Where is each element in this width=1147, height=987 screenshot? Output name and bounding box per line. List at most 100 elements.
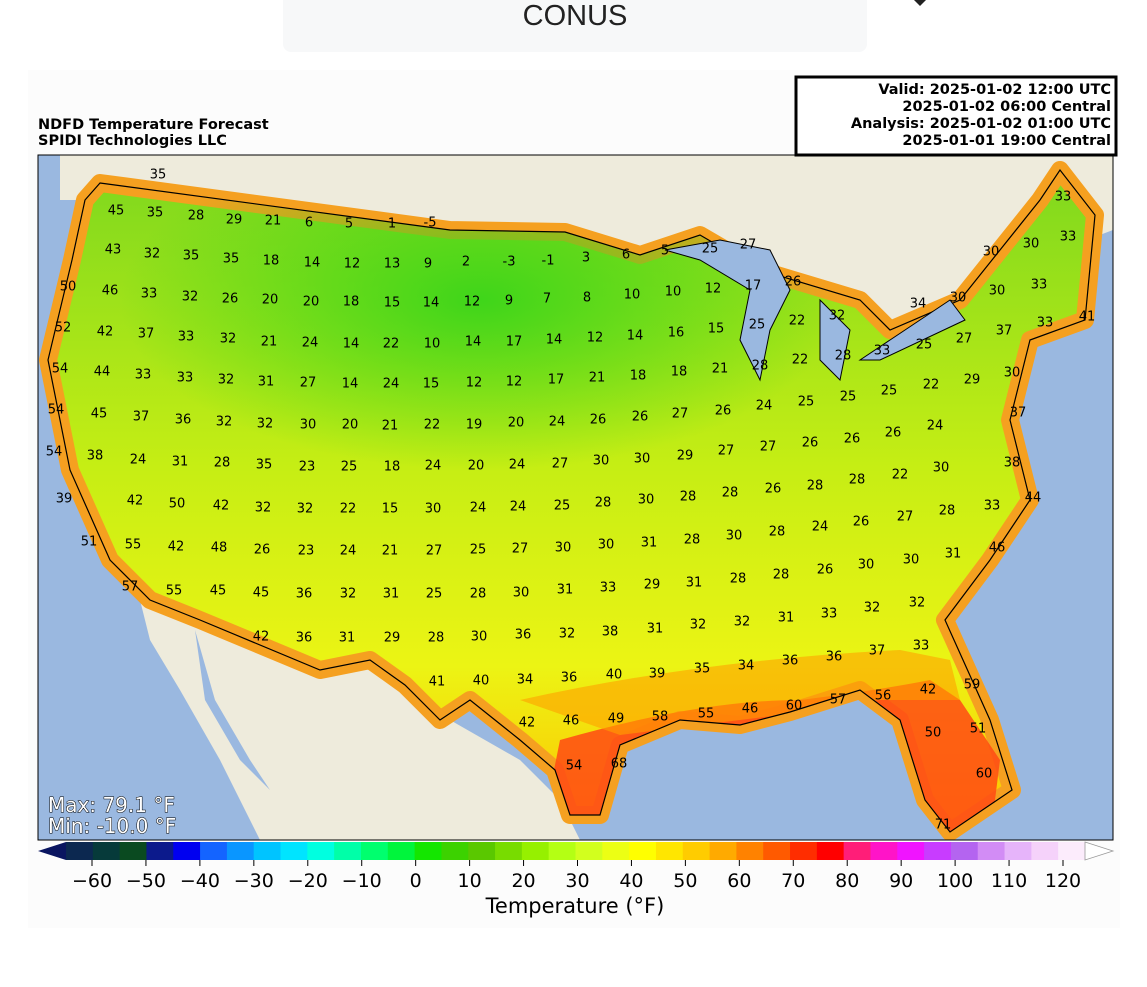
temperature-label: 18 [630, 369, 647, 384]
mexico [140, 600, 580, 840]
colorbar-tick-label: 40 [619, 870, 643, 892]
temperature-label: 29 [644, 578, 661, 593]
temperature-label: 26 [853, 515, 870, 530]
temperature-label: 26 [632, 410, 649, 425]
region-dropdown[interactable]: CONUS [283, 0, 928, 52]
temperature-label: 22 [340, 502, 357, 517]
temperature-label: 32 [864, 601, 881, 616]
temperature-label: 30 [425, 502, 442, 517]
dropdown-caret [912, 0, 928, 6]
colorbar-segment [441, 842, 469, 860]
colorbar-segment [414, 842, 442, 860]
temperature-label: 44 [1025, 491, 1042, 506]
temperature-label: 32 [218, 373, 235, 388]
temperature-label: 42 [519, 716, 536, 731]
temperature-label: 25 [702, 242, 719, 257]
temperature-label: 38 [87, 449, 104, 464]
temperature-label: 33 [913, 639, 930, 654]
temperature-label: 28 [752, 359, 769, 374]
colorbar-segment [790, 842, 818, 860]
colorbar-tick-label: 30 [565, 870, 589, 892]
temperature-label: 26 [590, 413, 607, 428]
colorbar-segment [950, 842, 979, 860]
colorbar-tick-label: 20 [511, 870, 535, 892]
temperature-label: 42 [97, 325, 114, 340]
temperature-label: 14 [546, 333, 563, 348]
temperature-label: 31 [383, 587, 400, 602]
colorbar-segment [1031, 842, 1059, 860]
colorbar-tick-label: −10 [342, 870, 382, 892]
temperature-label: 26 [254, 543, 271, 558]
temperature-label: 25 [798, 395, 815, 410]
temperature-label: 30 [983, 245, 1000, 260]
temperature-label: 15 [382, 502, 399, 517]
temperature-label: 30 [598, 538, 615, 553]
temperature-label: 30 [989, 284, 1006, 299]
temperature-label: 28 [595, 496, 612, 511]
warm-south-region [520, 650, 960, 735]
temperature-label: 30 [634, 452, 651, 467]
temperature-label: 18 [671, 365, 688, 380]
temperature-label: 12 [587, 331, 604, 346]
temperature-label: 27 [897, 510, 914, 525]
temperature-label: 30 [933, 461, 950, 476]
temperature-label: 44 [94, 365, 111, 380]
colorbar-tick-label: 10 [458, 870, 482, 892]
temperature-label: 40 [473, 674, 490, 689]
temperature-label: 25 [554, 499, 571, 514]
colorbar-label: Temperature (°F) [485, 894, 665, 918]
colorbar-segment [709, 842, 737, 860]
temperature-label: 19 [466, 418, 483, 433]
temperature-label: 29 [677, 449, 694, 464]
temperature-label: 27 [718, 444, 735, 459]
temperature-label: 36 [296, 587, 313, 602]
temperature-label: 21 [712, 362, 729, 377]
temperature-label: 10 [665, 285, 682, 300]
colorbar-segment [119, 842, 147, 860]
temperature-label: 35 [694, 662, 711, 677]
temperature-label: 32 [734, 615, 751, 630]
temperature-label: 15 [708, 322, 725, 337]
temperature-label: 32 [909, 596, 926, 611]
temperature-label: 9 [505, 294, 513, 309]
temperature-label: 31 [647, 622, 664, 637]
temperature-label: 33 [1055, 190, 1072, 205]
temperature-label: 25 [916, 338, 933, 353]
temperature-label: 33 [1037, 316, 1054, 331]
temperature-label: 28 [684, 533, 701, 548]
temperature-label: 27 [512, 542, 529, 557]
temperature-label: 21 [382, 544, 399, 559]
temperature-label: 33 [135, 368, 152, 383]
temperature-label: 59 [964, 678, 981, 693]
temperature-label: 30 [726, 529, 743, 544]
temperature-label: 31 [339, 631, 356, 646]
temperature-label: 24 [340, 544, 357, 559]
temperature-label: 41 [429, 675, 446, 690]
temperature-label: 29 [384, 631, 401, 646]
temperature-label: 27 [552, 457, 569, 472]
temperature-label: 31 [557, 583, 574, 598]
colorbar-tick-label: 110 [991, 870, 1027, 892]
colorbar-tick-label: 70 [781, 870, 805, 892]
temperature-label: 32 [220, 332, 237, 347]
temperature-label: 28 [730, 572, 747, 587]
temperature-label: 32 [216, 415, 233, 430]
temperature-label: 32 [297, 502, 314, 517]
temperature-label: 18 [263, 254, 280, 269]
valid-line: Valid: 2025-01-02 12:00 UTC [878, 82, 1111, 98]
temperature-label: 55 [125, 538, 142, 553]
temperature-label: 56 [875, 689, 892, 704]
temperature-label: 36 [515, 628, 532, 643]
temperature-label: 30 [638, 493, 655, 508]
temperature-label: 57 [122, 580, 139, 595]
max-stat: Max: 79.1 °F [48, 793, 175, 817]
temperature-label: 34 [517, 673, 534, 688]
temperature-label: 32 [559, 627, 576, 642]
temperature-label: 37 [133, 410, 150, 425]
temperature-label: 12 [464, 295, 481, 310]
temperature-label: -5 [424, 216, 437, 231]
colorbar-segment [763, 842, 791, 860]
temperature-label: 25 [881, 384, 898, 399]
temperature-label: 28 [722, 486, 739, 501]
